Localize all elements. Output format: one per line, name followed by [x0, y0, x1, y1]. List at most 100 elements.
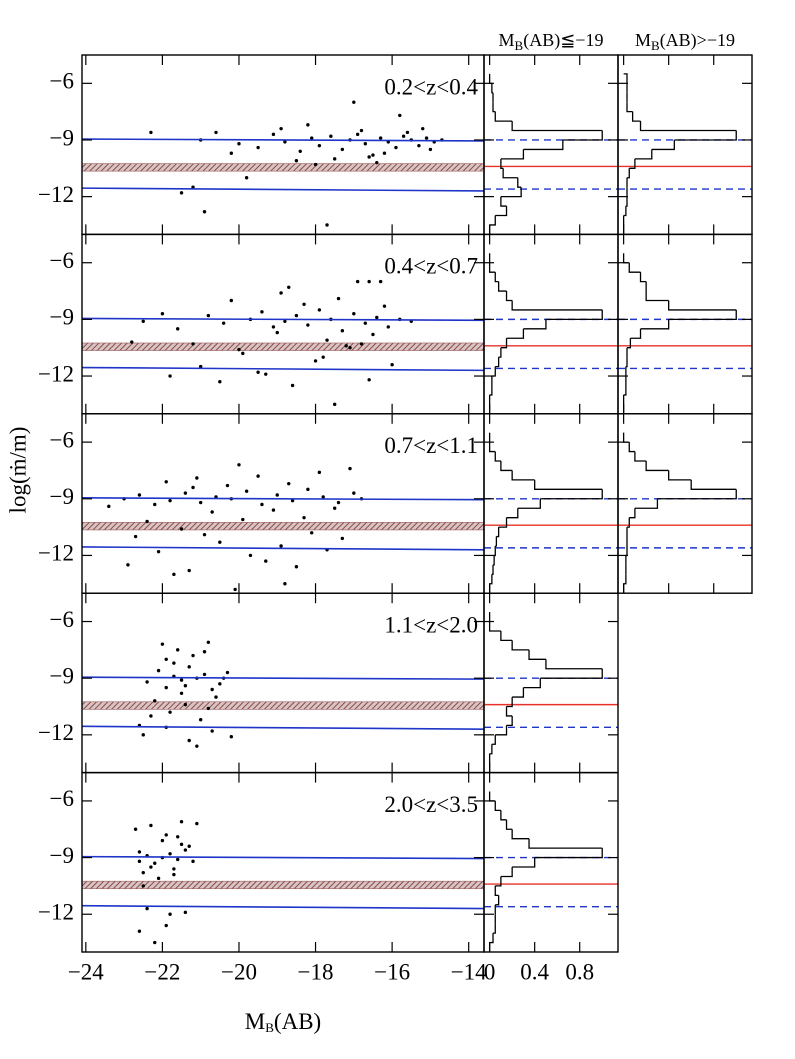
histogram-step [626, 102, 633, 113]
histogram-step [506, 328, 525, 339]
y-tick-label: −9 [50, 125, 74, 150]
histogram-step [517, 498, 541, 509]
data-point [187, 665, 191, 669]
data-point [283, 582, 287, 586]
histogram-step [627, 168, 630, 179]
data-point [153, 699, 157, 703]
histogram-step [657, 489, 737, 500]
data-point [371, 153, 375, 157]
histogram-step [645, 461, 669, 472]
data-point [107, 504, 111, 509]
data-point [279, 291, 283, 295]
data-point [367, 378, 371, 382]
data-point [183, 848, 188, 852]
data-point [198, 364, 203, 369]
panel-frame [483, 54, 619, 236]
panel-label: 0.2<z<0.4 [384, 74, 478, 99]
data-point [218, 682, 222, 686]
data-point [352, 491, 356, 495]
data-point [244, 176, 249, 180]
histogram-step [505, 706, 513, 717]
data-point [149, 823, 153, 828]
data-point [417, 143, 421, 148]
data-point [145, 906, 149, 911]
histogram-step [500, 338, 508, 349]
x-axis-title-main: M [245, 1009, 265, 1034]
data-point [126, 563, 130, 567]
data-point [310, 136, 314, 140]
data-point [137, 493, 142, 497]
histogram-step [634, 149, 653, 160]
data-point [133, 827, 138, 831]
data-point [340, 536, 345, 541]
y-tick-label: −12 [38, 361, 74, 386]
histogram-step [651, 139, 675, 151]
y-tick-label: −12 [38, 182, 74, 207]
x-tick-label: −16 [374, 959, 410, 984]
histogram-step [639, 272, 647, 283]
data-point [298, 149, 302, 154]
histogram-step [500, 630, 513, 642]
column-header-main: M [499, 30, 515, 50]
data-point [168, 710, 172, 714]
accretion-band [81, 701, 485, 710]
panel-frame [617, 413, 753, 594]
data-point [145, 680, 149, 684]
data-point [294, 565, 299, 569]
data-point [325, 223, 329, 227]
data-point [164, 480, 168, 484]
data-point [179, 191, 184, 195]
data-point [348, 466, 352, 471]
histogram-step [629, 158, 636, 169]
data-point [241, 517, 245, 522]
data-point [156, 668, 161, 673]
data-point [172, 872, 176, 877]
data-point [164, 923, 168, 928]
y-tick-label: −6 [50, 69, 74, 94]
panel-frame [617, 54, 753, 236]
data-point [352, 312, 356, 316]
histogram-step [497, 281, 507, 292]
data-point [321, 355, 325, 359]
fit-line [81, 725, 485, 730]
histogram-step [491, 734, 496, 745]
data-point [241, 351, 245, 356]
data-point [225, 483, 230, 488]
histogram-step [623, 385, 627, 396]
data-point [168, 852, 172, 856]
histogram-step [631, 111, 641, 122]
data-point [172, 661, 176, 665]
histogram-step [623, 574, 627, 585]
histogram-step [505, 819, 513, 830]
data-point [183, 702, 188, 707]
data-point [198, 718, 203, 722]
fit-line [81, 138, 485, 142]
histogram-step [623, 206, 627, 217]
histogram-step [495, 876, 502, 887]
x-axis-title-sub: B [265, 1020, 274, 1035]
data-point [191, 653, 195, 658]
data-point [405, 130, 410, 135]
data-point [195, 821, 199, 826]
data-point [202, 210, 207, 214]
data-point [302, 515, 306, 520]
histogram-step [494, 800, 501, 812]
data-point [363, 142, 368, 146]
data-point [344, 344, 348, 348]
y-tick-label: −12 [38, 900, 74, 925]
histogram-step [500, 158, 504, 169]
data-point [340, 329, 345, 333]
histogram-step [500, 461, 513, 472]
fit-line [81, 187, 485, 192]
data-point [229, 298, 234, 303]
histogram-step [639, 121, 737, 132]
data-point [172, 572, 176, 577]
data-point [172, 867, 176, 871]
data-point [306, 323, 310, 327]
data-point [149, 714, 153, 718]
data-point [279, 544, 283, 548]
panel-frame [617, 233, 753, 415]
histogram-step [511, 300, 603, 311]
